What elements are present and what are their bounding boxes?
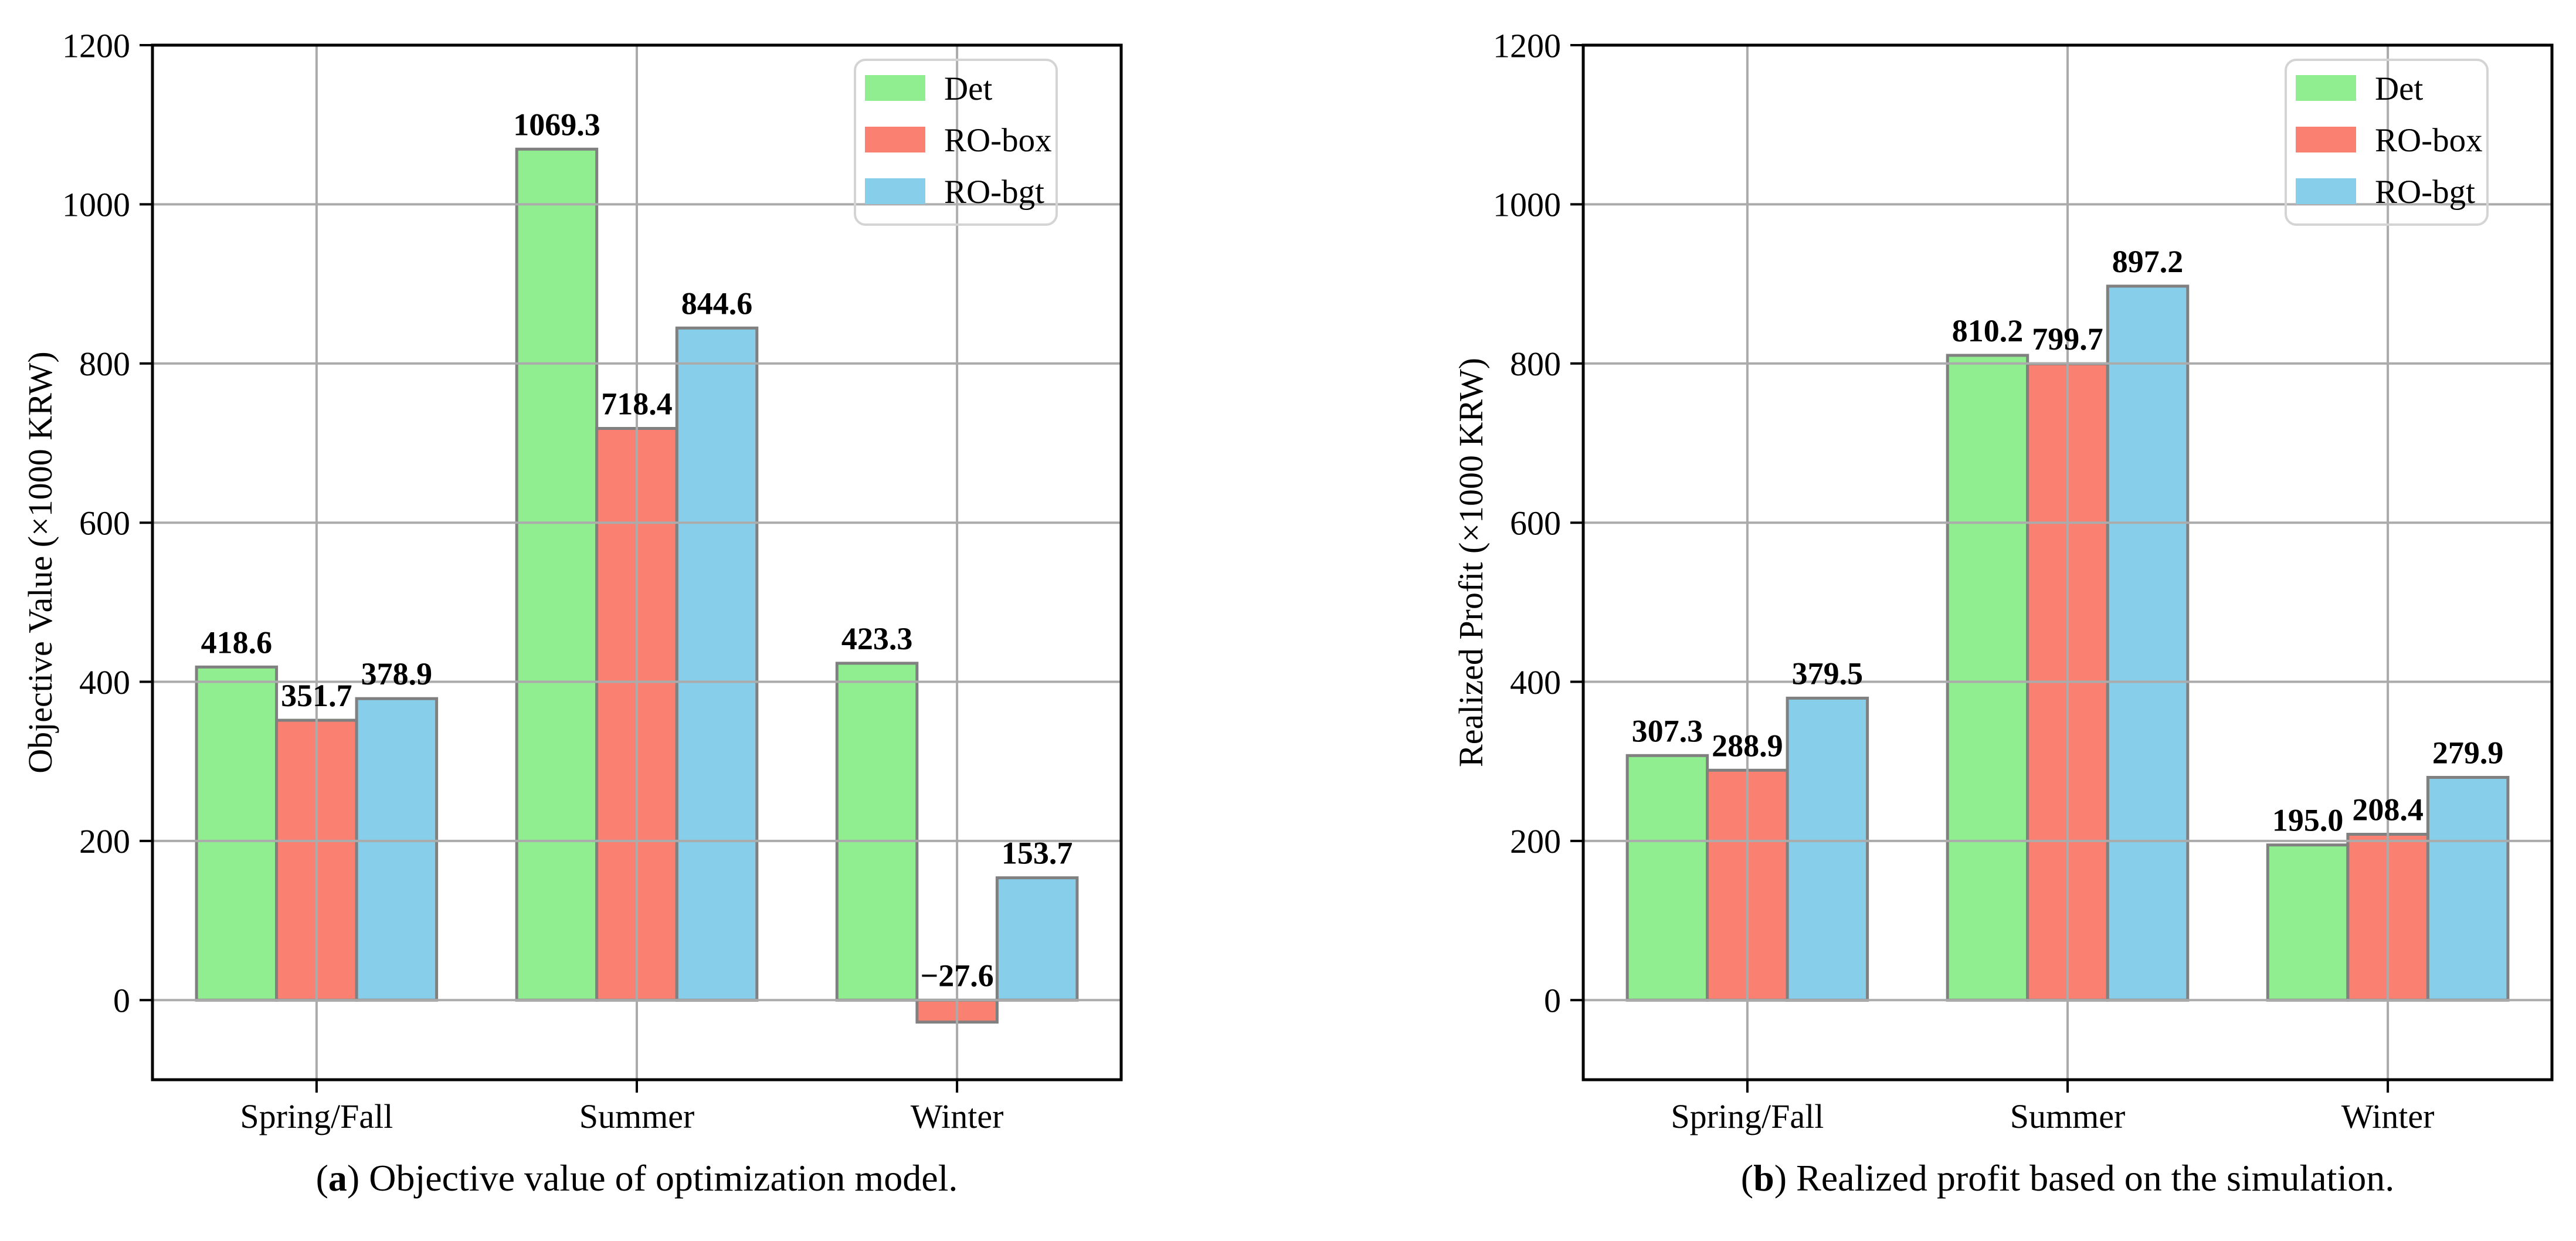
chart-b: 307.3 810.2 195.0 288.9 799.7 208.4 379.5 897.2… bbox=[1452, 26, 2554, 1135]
bar-Det-SpringFall bbox=[1625, 754, 1709, 1002]
bar-RO-bgt-Summer bbox=[675, 326, 759, 1002]
legend-label-Det: Det bbox=[2375, 70, 2423, 107]
bar-value-label: 1069.3 bbox=[513, 107, 600, 142]
bar-Det-Summer bbox=[515, 147, 599, 1002]
x-tick-label: Summer bbox=[579, 1097, 695, 1135]
bar-value-label: 810.2 bbox=[1952, 313, 2024, 348]
bar-value-label: 379.5 bbox=[1792, 656, 1864, 691]
x-tick-label: Spring/Fall bbox=[240, 1097, 393, 1135]
y-tick-label: 800 bbox=[1510, 345, 1561, 383]
bar-Det-SpringFall bbox=[195, 665, 279, 1002]
legend-label-RO-bgt: RO-bgt bbox=[944, 174, 1044, 211]
y-tick-label: 200 bbox=[1510, 822, 1561, 860]
caption-a-letter: a bbox=[328, 1157, 347, 1199]
y-tick-label: 1000 bbox=[62, 186, 130, 224]
bar-Det-Summer bbox=[1946, 354, 2029, 1002]
bar-value-label: 307.3 bbox=[1632, 713, 1703, 748]
bar-value-label: 208.4 bbox=[2352, 792, 2424, 828]
legend-swatch-RO-box bbox=[2296, 127, 2356, 152]
bar-value-label: 378.9 bbox=[361, 656, 433, 691]
bar-value-label: 288.9 bbox=[1712, 728, 1783, 763]
caption-b-post: ) Realized profit based on the simulatio… bbox=[1774, 1157, 2395, 1199]
y-axis-label: Realized Profit (×1000 KRW) bbox=[1452, 358, 1490, 767]
y-tick-label: 0 bbox=[113, 982, 130, 1020]
bar-Det-Winter bbox=[2266, 843, 2350, 1002]
caption-b-pre: ( bbox=[1740, 1157, 1754, 1199]
x-tick-label: Spring/Fall bbox=[1671, 1097, 1824, 1135]
y-tick-label: 1200 bbox=[1493, 26, 1561, 65]
y-tick-label: 400 bbox=[1510, 663, 1561, 701]
bar-value-label: 279.9 bbox=[2432, 735, 2504, 771]
bar-RO-bgt-SpringFall bbox=[1786, 696, 1869, 1002]
x-tick-label: Winter bbox=[911, 1097, 1004, 1135]
bar-RO-bgt-Winter bbox=[2426, 776, 2510, 1002]
y-tick-label: 0 bbox=[1544, 982, 1561, 1020]
bar-RO-bgt-Summer bbox=[2106, 284, 2190, 1002]
bar-RO-bgt-Winter bbox=[995, 876, 1079, 1002]
bar-Det-Winter bbox=[835, 662, 919, 1002]
plot-border bbox=[1581, 43, 2554, 1081]
bar-value-label: 418.6 bbox=[201, 625, 273, 660]
bar-RO-bgt-SpringFall bbox=[355, 697, 439, 1002]
legend-swatch-Det bbox=[865, 75, 925, 101]
bar-value-label: 351.7 bbox=[281, 678, 352, 713]
y-tick-label: 600 bbox=[1510, 504, 1561, 542]
bar-value-label: 844.6 bbox=[681, 286, 753, 321]
caption-a-post: ) Objective value of optimization model. bbox=[347, 1157, 958, 1199]
y-axis-label: Objective Value (×1000 KRW) bbox=[21, 351, 59, 773]
x-tick-label: Summer bbox=[2010, 1097, 2126, 1135]
legend-swatch-RO-bgt bbox=[865, 178, 925, 204]
y-tick-label: 200 bbox=[79, 822, 130, 860]
legend-swatch-RO-box bbox=[865, 127, 925, 152]
bar-value-label: −27.6 bbox=[920, 958, 993, 993]
bar-value-label: 153.7 bbox=[1002, 836, 1073, 871]
bar-value-label: 897.2 bbox=[2112, 244, 2184, 279]
y-tick-label: 1200 bbox=[62, 26, 130, 65]
caption-a-pre: ( bbox=[315, 1157, 328, 1199]
legend-swatch-Det bbox=[2296, 75, 2356, 101]
bar-value-label: 799.7 bbox=[2032, 321, 2103, 357]
legend-swatch-RO-bgt bbox=[2296, 178, 2356, 204]
y-tick-label: 400 bbox=[79, 663, 130, 701]
caption-a: (a) Objective value of optimization mode… bbox=[152, 1157, 1121, 1200]
legend-label-RO-box: RO-box bbox=[944, 122, 1052, 159]
bar-value-label: 718.4 bbox=[601, 386, 673, 422]
caption-b: (b) Realized profit based on the simulat… bbox=[1583, 1157, 2552, 1200]
x-tick-label: Winter bbox=[2341, 1097, 2435, 1135]
legend-label-RO-box: RO-box bbox=[2375, 122, 2483, 159]
bar-value-label: 423.3 bbox=[841, 621, 913, 656]
legend-label-RO-bgt: RO-bgt bbox=[2375, 174, 2475, 211]
y-tick-label: 600 bbox=[79, 504, 130, 542]
y-tick-label: 800 bbox=[79, 345, 130, 383]
chart-a: 418.6 1069.3 423.3 351.7 718.4 −27.6 378.9 844.… bbox=[21, 26, 1123, 1135]
plot-border bbox=[151, 43, 1123, 1081]
caption-b-letter: b bbox=[1753, 1157, 1774, 1199]
legend-label-Det: Det bbox=[944, 70, 992, 107]
bar-value-label: 195.0 bbox=[2272, 803, 2344, 838]
y-tick-label: 1000 bbox=[1493, 186, 1561, 224]
